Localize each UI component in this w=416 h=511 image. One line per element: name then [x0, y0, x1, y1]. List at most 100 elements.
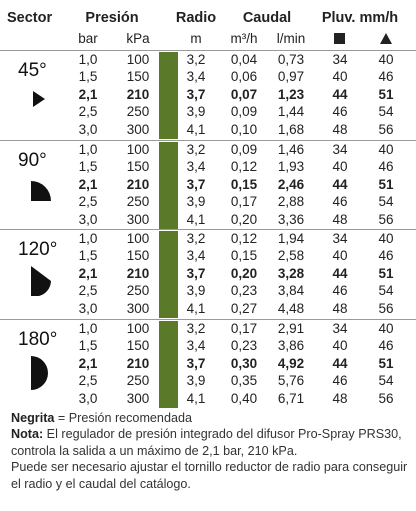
cell-sq: 44 [332, 265, 348, 281]
cell-m3h: 0,30 [230, 355, 258, 371]
cell-lmin: 2,58 [277, 248, 305, 264]
cell-sq: 48 [332, 300, 348, 316]
cell-m: 3,9 [186, 194, 206, 210]
cell-lmin: 4,48 [277, 300, 305, 316]
cell-kpa: 150 [126, 248, 150, 264]
cell-lmin: 6,71 [277, 390, 305, 406]
cell-bar: 2,5 [78, 194, 98, 210]
cell-sq: 44 [332, 355, 348, 371]
cell-tri: 56 [378, 300, 394, 316]
cell-tri: 40 [378, 52, 394, 67]
cell-m: 4,1 [186, 390, 206, 406]
cell-lmin: 0,73 [277, 52, 305, 67]
cell-tri: 46 [378, 159, 394, 175]
cell-sq: 46 [332, 283, 348, 299]
cell-tri: 51 [378, 86, 394, 102]
header-radio: Radio [175, 10, 217, 26]
cell-bar: 2,1 [78, 355, 98, 371]
cell-bar: 1,0 [78, 231, 98, 246]
header-pluv: Pluv. mm/h [321, 10, 399, 26]
note-negrita: Negrita = Presión recomendada [11, 410, 411, 426]
cell-sq: 34 [332, 231, 348, 246]
table-row: 2,1 210 3,7 0,07 1,23 44 51 [0, 86, 416, 103]
cell-sq: 40 [332, 69, 348, 85]
cell-m3h: 0,15 [230, 248, 258, 264]
sector-180-icon [31, 356, 51, 395]
table-row: 1,5 150 3,4 0,23 3,86 40 46 [0, 337, 416, 354]
table-row: 2,1 210 3,7 0,20 3,28 44 51 [0, 265, 416, 282]
cell-sq: 44 [332, 86, 348, 102]
cell-sq: 48 [332, 121, 348, 137]
radio-indicator-bar [159, 231, 178, 318]
cell-bar: 1,0 [78, 142, 98, 157]
cell-m: 4,1 [186, 121, 206, 137]
cell-tri: 46 [378, 69, 394, 85]
cell-kpa: 100 [126, 231, 150, 246]
cell-tri: 46 [378, 248, 394, 264]
cell-sq: 44 [332, 176, 348, 192]
table-row: 1,5 150 3,4 0,15 2,58 40 46 [0, 247, 416, 264]
cell-kpa: 210 [126, 86, 150, 102]
unit-m: m [190, 31, 202, 46]
cell-m: 3,2 [186, 52, 206, 67]
cell-kpa: 100 [126, 52, 150, 67]
table-row: 1,0 100 3,2 0,09 1,46 34 40 [0, 141, 416, 158]
cell-sq: 34 [332, 142, 348, 157]
cell-kpa: 150 [126, 338, 150, 354]
cell-m: 3,9 [186, 373, 206, 389]
cell-lmin: 5,76 [277, 373, 305, 389]
cell-kpa: 300 [126, 390, 150, 406]
cell-lmin: 3,86 [277, 338, 305, 354]
cell-tri: 54 [378, 194, 394, 210]
cell-m: 3,2 [186, 142, 206, 157]
negrita-text: = Presión recomendada [54, 411, 192, 425]
cell-lmin: 2,91 [277, 321, 305, 336]
sector-label: 180° [18, 329, 58, 350]
cell-m: 3,7 [186, 265, 206, 281]
triangle-icon [380, 33, 392, 44]
cell-lmin: 1,93 [277, 159, 305, 175]
cell-sq: 40 [332, 248, 348, 264]
cell-lmin: 3,84 [277, 283, 305, 299]
cell-m3h: 0,12 [230, 231, 258, 246]
unit-m3h: m³/h [230, 31, 258, 46]
sector-label: 90° [18, 150, 47, 171]
cell-m: 3,7 [186, 176, 206, 192]
unit-lmin: l/min [276, 31, 306, 46]
group-divider [0, 319, 416, 320]
cell-lmin: 1,68 [277, 121, 305, 137]
group-divider [0, 140, 416, 141]
cell-m: 3,2 [186, 231, 206, 246]
cell-m: 3,7 [186, 86, 206, 102]
cell-bar: 2,5 [78, 104, 98, 120]
cell-m3h: 0,06 [230, 69, 258, 85]
cell-kpa: 300 [126, 211, 150, 227]
notes: Negrita = Presión recomendada Nota: El r… [11, 410, 411, 492]
table-row: 2,1 210 3,7 0,15 2,46 44 51 [0, 176, 416, 193]
cell-lmin: 2,88 [277, 194, 305, 210]
radio-indicator-bar [159, 52, 178, 139]
cell-kpa: 300 [126, 300, 150, 316]
cell-m3h: 0,09 [230, 104, 258, 120]
radio-indicator-bar [159, 142, 178, 229]
cell-sq: 46 [332, 194, 348, 210]
table-row: 3,0 300 4,1 0,27 4,48 48 56 [0, 300, 416, 317]
cell-bar: 1,0 [78, 52, 98, 67]
cell-tri: 54 [378, 373, 394, 389]
table-row: 2,5 250 3,9 0,35 5,76 46 54 [0, 372, 416, 389]
cell-sq: 34 [332, 52, 348, 67]
cell-m: 4,1 [186, 300, 206, 316]
header-sector: Sector [7, 10, 53, 26]
table-row: 2,1 210 3,7 0,30 4,92 44 51 [0, 355, 416, 372]
radio-indicator-bar [159, 321, 178, 408]
sector-90-icon [31, 179, 53, 206]
cell-lmin: 1,23 [277, 86, 305, 102]
table-row: 2,5 250 3,9 0,09 1,44 46 54 [0, 103, 416, 120]
cell-bar: 2,1 [78, 86, 98, 102]
table-row: 3,0 300 4,1 0,20 3,36 48 56 [0, 211, 416, 228]
cell-m: 3,7 [186, 355, 206, 371]
cell-bar: 2,1 [78, 176, 98, 192]
cell-bar: 3,0 [78, 211, 98, 227]
cell-m3h: 0,27 [230, 300, 258, 316]
cell-kpa: 150 [126, 69, 150, 85]
